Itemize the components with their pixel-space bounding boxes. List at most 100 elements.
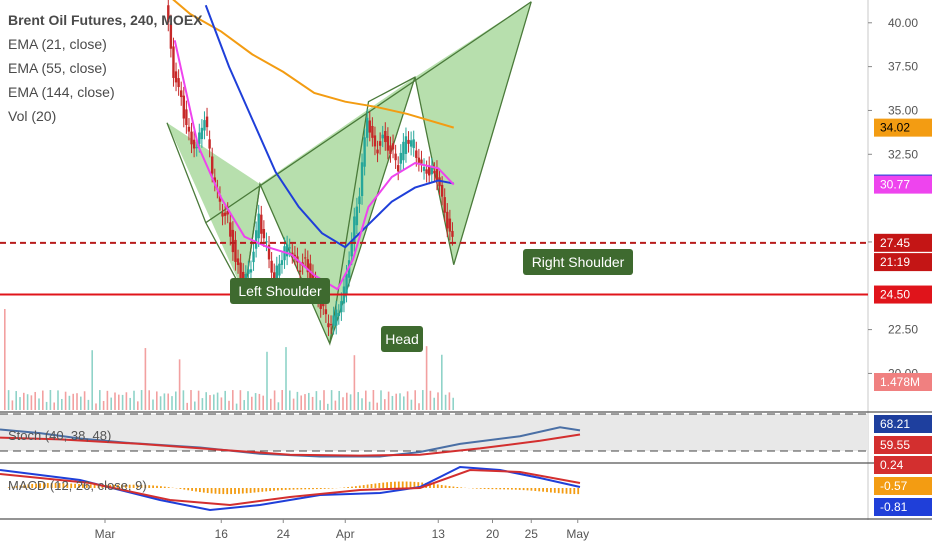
- volume-bar: [380, 390, 382, 410]
- candle-body: [293, 254, 297, 257]
- macd-histogram-bar: [534, 488, 537, 491]
- candle-body: [368, 120, 371, 133]
- macd-histogram-bar: [561, 488, 564, 494]
- macd-histogram-bar: [440, 484, 443, 488]
- candle-body: [167, 5, 170, 23]
- macd-histogram-bar: [113, 484, 115, 488]
- candle-body: [446, 211, 449, 229]
- candle-body: [180, 90, 183, 98]
- macd-histogram-bar: [257, 488, 260, 493]
- candle-body: [182, 95, 185, 119]
- x-tick-label: 13: [432, 527, 446, 541]
- volume-bar: [365, 390, 367, 410]
- legend-ema-144: EMA (144, close): [8, 84, 115, 100]
- volume-bar: [34, 391, 36, 410]
- candle-body: [260, 214, 263, 234]
- volume-bar: [83, 391, 86, 410]
- candle-body: [278, 263, 281, 276]
- legend-ema-55: EMA (55, close): [8, 60, 107, 76]
- volume-bar: [273, 390, 276, 410]
- price-badge: 34.02: [874, 118, 932, 137]
- candle-body: [425, 169, 428, 174]
- legend-volume: Vol (20): [8, 108, 57, 124]
- volume-bar: [319, 400, 321, 410]
- macd-histogram-bar: [487, 488, 490, 490]
- candle-body: [329, 324, 333, 326]
- macd-histogram-bar: [323, 488, 326, 489]
- macd-histogram-bar: [148, 485, 151, 488]
- candle-body: [239, 262, 242, 280]
- macd-histogram-bar: [374, 483, 377, 488]
- stoch-badge-label: 68.21: [880, 417, 910, 431]
- y-tick-label: 32.50: [888, 147, 918, 161]
- candle-body: [270, 260, 273, 273]
- macd-histogram-bar: [394, 481, 396, 488]
- stoch-d-line: [0, 433, 581, 457]
- candle-body: [389, 145, 392, 154]
- volume-bar: [235, 403, 238, 410]
- x-tick-label: Mar: [95, 527, 116, 541]
- candle-body: [192, 139, 196, 149]
- candle-body: [353, 216, 356, 243]
- volume-bar: [118, 394, 120, 410]
- candle-body: [257, 213, 260, 239]
- volume-bar: [418, 403, 420, 410]
- volume-bar: [224, 390, 226, 410]
- volume-bar: [315, 391, 318, 410]
- price-badge: 1.478M: [874, 373, 932, 391]
- macd-badge-bg: [874, 498, 932, 516]
- stoch-band: [0, 414, 868, 451]
- macd-histogram-bar: [460, 487, 463, 488]
- volume-bar: [15, 391, 17, 410]
- macd-histogram-bar: [50, 482, 53, 488]
- volume-bar: [391, 395, 394, 410]
- candle-body: [420, 159, 423, 164]
- candle-body: [360, 162, 364, 197]
- volume-bar: [330, 390, 333, 410]
- volume-bar: [357, 392, 359, 410]
- macd-histogram-bar: [253, 488, 256, 493]
- volume-bar: [26, 394, 29, 410]
- candle-body: [443, 197, 446, 213]
- volume-bar: [251, 396, 253, 410]
- candle-body: [236, 258, 240, 266]
- macd-histogram-bar: [483, 488, 486, 489]
- volume-bar: [133, 390, 135, 410]
- volume-bar: [49, 390, 52, 410]
- macd-signal-line: [0, 468, 581, 507]
- price-badge: 21:19: [874, 253, 932, 272]
- macd-histogram-bar: [261, 488, 264, 492]
- candle-body: [391, 143, 395, 150]
- candle-body: [275, 265, 278, 281]
- price-badge-label: 27.45: [880, 236, 910, 250]
- macd-histogram-bar: [140, 484, 143, 488]
- volume-bar: [213, 394, 215, 410]
- ema-55-line: [204, 4, 454, 249]
- macd-badge-label: -0.57: [880, 479, 908, 493]
- price-badge-bg: [874, 253, 932, 272]
- macd-histogram-bar: [456, 486, 459, 488]
- macd-histogram-bar: [280, 488, 283, 491]
- macd-histogram-bar: [569, 488, 572, 494]
- macd-histogram-bar: [300, 488, 303, 490]
- price-badge: 27.45: [874, 233, 932, 252]
- volume-bar: [38, 398, 40, 410]
- candle-body: [190, 131, 193, 145]
- macd-histogram-bar: [11, 486, 14, 488]
- macd-histogram-bar: [358, 485, 361, 488]
- volume-bar: [387, 391, 390, 410]
- macd-histogram-bar: [366, 484, 369, 488]
- volume-bar: [190, 390, 192, 410]
- macd-histogram-bar: [179, 488, 182, 489]
- volume-bar: [292, 398, 295, 410]
- macd-histogram-bar: [308, 488, 310, 490]
- volume-bar: [433, 397, 435, 410]
- volume-bar: [61, 398, 63, 410]
- macd-histogram-bar: [542, 488, 544, 492]
- volume-bar: [308, 392, 310, 410]
- volume-bar: [216, 392, 219, 410]
- macd-histogram-bar: [316, 488, 318, 490]
- ema-144-line: [172, 0, 455, 129]
- macd-histogram-bar: [370, 484, 373, 488]
